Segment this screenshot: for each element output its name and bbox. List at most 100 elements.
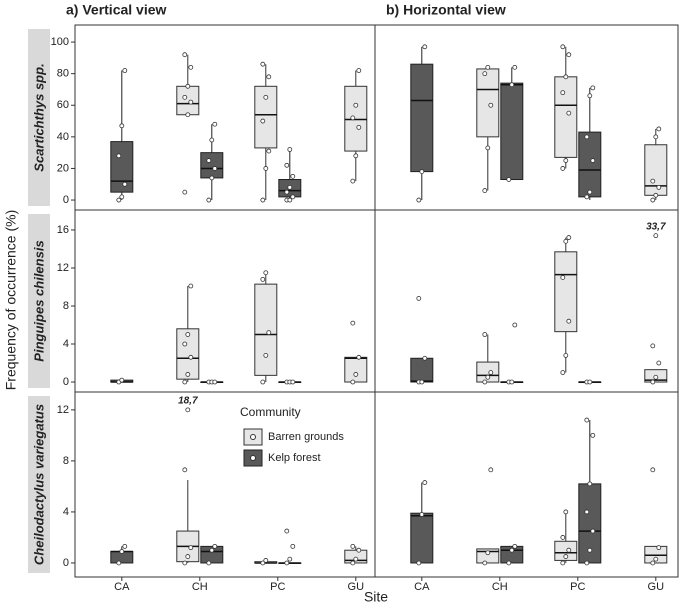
column-title: a) Vertical view: [66, 2, 167, 18]
point: [206, 158, 212, 163]
point: [206, 197, 212, 203]
point: [212, 379, 218, 385]
point: [290, 543, 296, 549]
box: [410, 357, 434, 383]
point: [653, 134, 659, 140]
point: [209, 175, 215, 181]
point: [266, 148, 272, 154]
x-tick-label: CA: [114, 581, 130, 593]
point: [482, 560, 488, 566]
point: [563, 554, 569, 559]
y-tick-label: 16: [57, 224, 69, 236]
point: [653, 556, 659, 562]
column-title: b) Horizontal view: [386, 2, 506, 18]
point: [287, 147, 293, 152]
y-tick-label: 20: [57, 162, 69, 174]
point: [188, 354, 194, 360]
point: [656, 126, 662, 132]
legend-label: Barren grounds: [268, 431, 344, 443]
point: [188, 283, 194, 289]
y-tick-label: 12: [57, 404, 69, 416]
point: [290, 379, 296, 385]
x-tick-label: GU: [348, 581, 365, 593]
point: [350, 379, 356, 385]
point: [356, 354, 362, 360]
y-tick-label: 12: [57, 262, 69, 274]
point: [656, 360, 662, 366]
point: [506, 560, 512, 566]
point: [566, 547, 572, 553]
box: [176, 328, 200, 380]
point: [287, 197, 293, 203]
point: [350, 543, 356, 549]
box: [476, 548, 500, 564]
point: [122, 68, 128, 73]
point: [653, 233, 659, 239]
point: [488, 467, 494, 473]
point: [182, 52, 188, 58]
point: [650, 467, 656, 473]
box: [554, 251, 578, 333]
point: [263, 94, 269, 100]
point: [485, 64, 491, 70]
box: [476, 68, 500, 138]
point: [482, 332, 488, 337]
legend-title: Community: [240, 405, 301, 419]
strip: [28, 396, 50, 573]
row-label: Scartichthys spp.: [31, 63, 46, 171]
point: [650, 379, 656, 385]
point: [650, 343, 656, 349]
point: [416, 295, 422, 301]
panel: [74, 209, 376, 393]
legend-point: [250, 455, 256, 461]
point: [560, 166, 566, 171]
point: [212, 543, 218, 549]
point: [590, 528, 596, 534]
point: [284, 560, 290, 566]
point: [566, 235, 572, 240]
panel: [74, 391, 376, 578]
annotation: 18,7: [178, 396, 198, 407]
point: [563, 238, 569, 244]
strip: [28, 214, 50, 388]
legend-point: [250, 434, 256, 440]
point: [353, 372, 359, 377]
point: [206, 560, 212, 566]
x-tick-label: CA: [414, 581, 430, 593]
point: [512, 543, 518, 549]
x-tick-label: CH: [492, 581, 508, 593]
point: [656, 545, 662, 551]
y-tick-label: 0: [63, 557, 69, 569]
point: [416, 560, 422, 566]
point: [422, 44, 428, 50]
box: [476, 361, 500, 383]
point: [119, 194, 125, 200]
point: [587, 379, 593, 385]
point: [185, 372, 191, 377]
point: [587, 481, 593, 487]
point: [263, 270, 269, 276]
point: [260, 276, 266, 282]
point: [488, 370, 494, 375]
point: [584, 417, 590, 423]
legend-label: Kelp forest: [268, 452, 321, 464]
point: [419, 169, 425, 175]
box: [200, 545, 224, 564]
box: [176, 85, 200, 116]
point: [116, 153, 122, 159]
point: [584, 509, 590, 515]
box: [344, 356, 368, 383]
point: [287, 556, 293, 562]
point: [584, 134, 590, 140]
point: [566, 52, 572, 58]
point: [260, 560, 266, 566]
point: [560, 275, 566, 280]
y-tick-label: 100: [51, 36, 69, 48]
point: [185, 83, 191, 89]
strip: [28, 29, 50, 206]
point: [122, 181, 128, 187]
point: [263, 166, 269, 171]
point: [185, 554, 191, 559]
point: [266, 74, 272, 80]
